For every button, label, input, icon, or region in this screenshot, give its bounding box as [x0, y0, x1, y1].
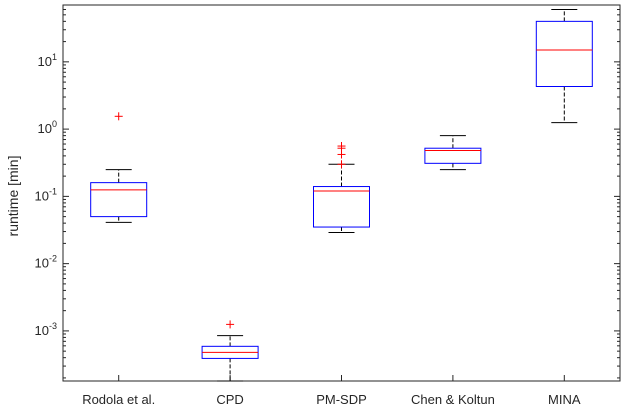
- x-tick-label: Chen & Koltun: [411, 392, 495, 407]
- y-tick-label: 101: [38, 52, 57, 69]
- y-tick-label: 100: [38, 119, 57, 136]
- y-tick-base: 10: [38, 54, 52, 69]
- y-tick-exponent: 1: [52, 52, 57, 62]
- y-tick-base: 10: [35, 323, 49, 338]
- y-tick-base: 10: [35, 256, 49, 271]
- x-tick-label: CPD: [216, 392, 243, 407]
- box: [90, 182, 148, 218]
- y-tick-label: 10-2: [35, 254, 57, 271]
- y-tick-label: 10-3: [35, 321, 57, 338]
- y-tick-exponent: -1: [49, 186, 57, 196]
- box: [535, 20, 593, 88]
- y-tick-label: 10-1: [35, 186, 57, 203]
- y-tick-exponent: -3: [49, 321, 57, 331]
- x-tick-label: Rodola et al.: [82, 392, 155, 407]
- y-tick-base: 10: [38, 121, 52, 136]
- y-tick-exponent: -2: [49, 254, 57, 264]
- x-tick-label: MINA: [548, 392, 581, 407]
- box: [313, 186, 370, 228]
- box: [424, 147, 482, 164]
- x-tick-label: PM-SDP: [316, 392, 367, 407]
- y-axis-label: runtime [min]: [5, 156, 21, 237]
- y-tick-base: 10: [35, 188, 49, 203]
- y-tick-exponent: 0: [52, 119, 57, 129]
